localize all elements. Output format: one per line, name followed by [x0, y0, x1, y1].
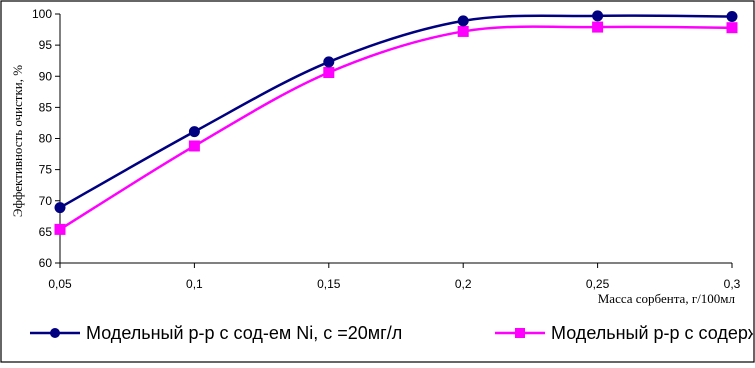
data-point-series-2: [457, 25, 469, 37]
y-tick-label: 95: [39, 38, 53, 52]
y-tick-label: 85: [39, 100, 53, 114]
series-layer: [54, 10, 738, 235]
x-axis-title: Масса сорбента, г/100мл: [598, 291, 736, 306]
x-tick-label: 0,05: [48, 277, 72, 291]
legend: Модельный р-р с сод-ем Ni, с =20мг/л Моде…: [30, 323, 755, 343]
data-point-series-1: [726, 10, 738, 22]
y-tick-label: 80: [39, 132, 53, 146]
data-point-series-2: [188, 140, 200, 152]
data-point-series-2: [726, 22, 738, 34]
y-tick-label: 90: [39, 69, 53, 83]
data-point-series-1: [592, 10, 604, 22]
y-tick-label: 60: [39, 256, 53, 270]
legend-label-series-1: Модельный р-р с сод-ем Ni, с =20мг/л: [86, 323, 402, 343]
legend-marker-series-1: [50, 328, 60, 338]
data-point-series-1: [457, 15, 469, 27]
x-tick-label: 0,15: [317, 277, 341, 291]
series-line-2: [59, 25, 733, 231]
x-tick-label: 0,1: [186, 277, 203, 291]
legend-label-series-2: Модельный р-р с содержанием Cu, с = 20мг…: [551, 323, 755, 343]
y-tick-label: 100: [32, 7, 52, 21]
x-tick-label: 0,25: [586, 277, 610, 291]
data-point-series-1: [54, 202, 66, 214]
y-axis-title: Эффективность очистки, %: [10, 65, 25, 217]
x-tick-label: 0,3: [724, 277, 741, 291]
series-line-1: [59, 14, 733, 209]
y-tick-label: 65: [39, 225, 53, 239]
data-point-series-2: [592, 21, 604, 33]
data-point-series-2: [323, 67, 335, 79]
x-tick-label: 0,2: [455, 277, 472, 291]
data-point-series-2: [54, 223, 66, 235]
data-point-series-1: [323, 56, 335, 68]
y-tick-label: 75: [39, 163, 53, 177]
legend-marker-series-2: [515, 328, 525, 338]
data-point-series-1: [188, 126, 200, 138]
y-tick-label: 70: [39, 194, 53, 208]
